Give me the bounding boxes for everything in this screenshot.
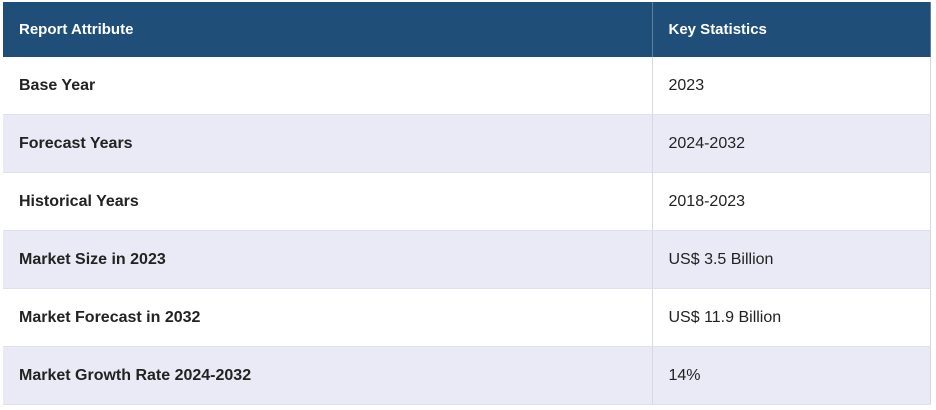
value-cell: 14% (652, 346, 931, 405)
stats-table: Report Attribute Key Statistics Base Yea… (3, 2, 931, 405)
table-row: Forecast Years 2024-2032 (3, 114, 931, 173)
table-row: Market Forecast in 2032 US$ 11.9 Billion (3, 288, 931, 347)
value-cell: 2024-2032 (652, 114, 931, 173)
value-cell: 2023 (652, 57, 931, 115)
table-row: Market Size in 2023 US$ 3.5 Billion (3, 230, 931, 289)
attribute-cell: Market Size in 2023 (3, 230, 653, 289)
table-row: Market Growth Rate 2024-2032 14% (3, 346, 931, 405)
table-row: Historical Years 2018-2023 (3, 172, 931, 231)
value-cell: US$ 3.5 Billion (652, 230, 931, 289)
header-cell: Key Statistics (652, 2, 931, 57)
value-cell: US$ 11.9 Billion (652, 288, 931, 347)
attribute-cell: Market Growth Rate 2024-2032 (3, 346, 653, 405)
header-row: Report Attribute Key Statistics (3, 2, 931, 57)
attribute-cell: Base Year (3, 57, 653, 115)
attribute-cell: Historical Years (3, 172, 653, 231)
value-cell: 2018-2023 (652, 172, 931, 231)
table-row: Base Year 2023 (3, 57, 931, 115)
header-cell: Report Attribute (3, 2, 653, 57)
attribute-cell: Market Forecast in 2032 (3, 288, 653, 347)
attribute-cell: Forecast Years (3, 114, 653, 173)
